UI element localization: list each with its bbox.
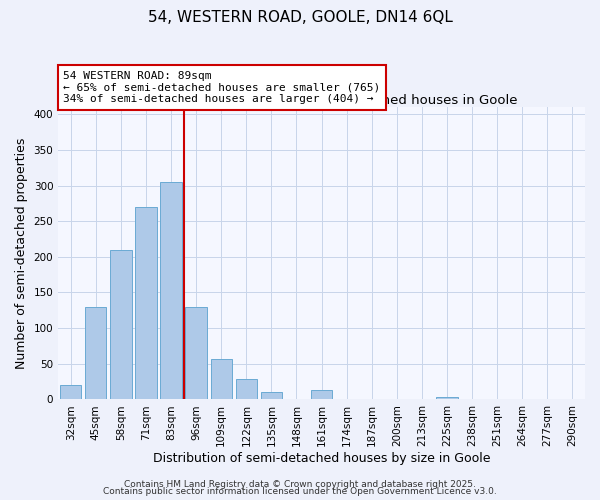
Bar — [60, 385, 82, 400]
Bar — [110, 250, 131, 400]
Bar — [136, 207, 157, 400]
Text: 54 WESTERN ROAD: 89sqm
← 65% of semi-detached houses are smaller (765)
34% of se: 54 WESTERN ROAD: 89sqm ← 65% of semi-det… — [64, 71, 380, 104]
Bar — [236, 379, 257, 400]
Bar — [85, 306, 106, 400]
Bar — [160, 182, 182, 400]
Title: Size of property relative to semi-detached houses in Goole: Size of property relative to semi-detach… — [125, 94, 518, 107]
Bar — [185, 306, 207, 400]
Y-axis label: Number of semi-detached properties: Number of semi-detached properties — [15, 138, 28, 369]
Text: Contains HM Land Registry data © Crown copyright and database right 2025.: Contains HM Land Registry data © Crown c… — [124, 480, 476, 489]
Bar — [436, 398, 458, 400]
Text: Contains public sector information licensed under the Open Government Licence v3: Contains public sector information licen… — [103, 487, 497, 496]
Bar — [562, 398, 583, 400]
X-axis label: Distribution of semi-detached houses by size in Goole: Distribution of semi-detached houses by … — [153, 452, 490, 465]
Text: 54, WESTERN ROAD, GOOLE, DN14 6QL: 54, WESTERN ROAD, GOOLE, DN14 6QL — [148, 10, 452, 25]
Bar — [261, 392, 282, 400]
Bar — [211, 359, 232, 400]
Bar — [311, 390, 332, 400]
